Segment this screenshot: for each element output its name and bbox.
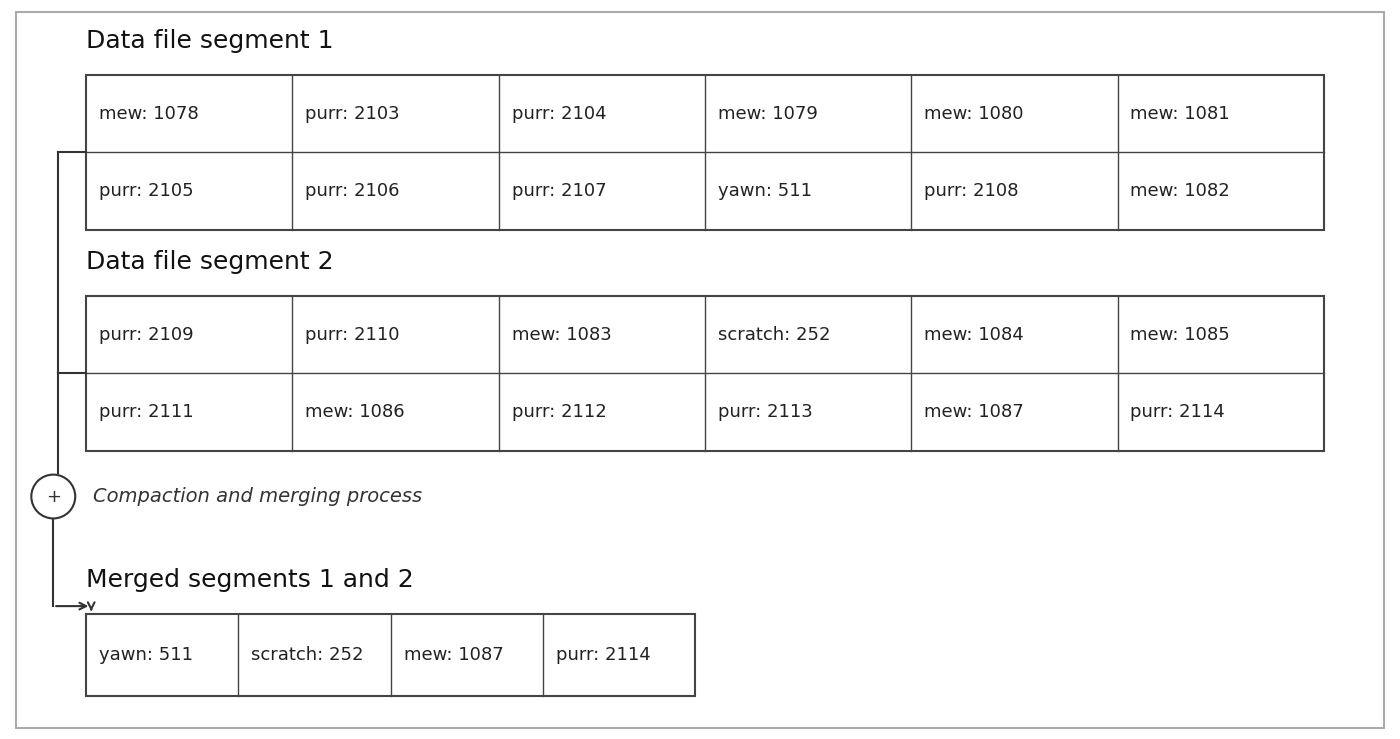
Text: purr: 2106: purr: 2106	[305, 182, 400, 200]
Text: +: +	[46, 488, 60, 505]
Text: purr: 2114: purr: 2114	[556, 646, 651, 664]
Text: purr: 2114: purr: 2114	[1130, 403, 1225, 421]
Text: yawn: 511: yawn: 511	[718, 182, 812, 200]
Text: mew: 1078: mew: 1078	[99, 105, 199, 123]
Text: purr: 2109: purr: 2109	[99, 326, 193, 344]
Text: purr: 2107: purr: 2107	[512, 182, 606, 200]
Text: purr: 2103: purr: 2103	[305, 105, 400, 123]
Text: yawn: 511: yawn: 511	[99, 646, 193, 664]
Bar	[87, 75, 1324, 230]
Text: mew: 1084: mew: 1084	[924, 326, 1023, 344]
Text: mew: 1080: mew: 1080	[924, 105, 1023, 123]
Text: purr: 2110: purr: 2110	[305, 326, 400, 344]
Text: Data file segment 2: Data file segment 2	[87, 251, 333, 274]
Text: mew: 1085: mew: 1085	[1130, 326, 1231, 344]
Text: mew: 1087: mew: 1087	[403, 646, 504, 664]
Text: mew: 1082: mew: 1082	[1130, 182, 1231, 200]
Text: scratch: 252: scratch: 252	[252, 646, 364, 664]
Text: mew: 1087: mew: 1087	[924, 403, 1023, 421]
Text: Merged segments 1 and 2: Merged segments 1 and 2	[87, 568, 414, 592]
Text: purr: 2105: purr: 2105	[99, 182, 193, 200]
Text: mew: 1083: mew: 1083	[512, 326, 612, 344]
Text: purr: 2104: purr: 2104	[512, 105, 606, 123]
Text: mew: 1079: mew: 1079	[718, 105, 818, 123]
Text: purr: 2111: purr: 2111	[99, 403, 193, 421]
Text: purr: 2108: purr: 2108	[924, 182, 1019, 200]
Circle shape	[31, 474, 76, 519]
Text: Compaction and merging process: Compaction and merging process	[94, 487, 423, 506]
Text: mew: 1086: mew: 1086	[305, 403, 405, 421]
Text: purr: 2112: purr: 2112	[512, 403, 606, 421]
Text: Data file segment 1: Data file segment 1	[87, 30, 333, 53]
Bar	[87, 296, 1324, 451]
Bar	[87, 614, 694, 696]
Text: mew: 1081: mew: 1081	[1130, 105, 1231, 123]
Text: scratch: 252: scratch: 252	[718, 326, 830, 344]
Text: purr: 2113: purr: 2113	[718, 403, 813, 421]
